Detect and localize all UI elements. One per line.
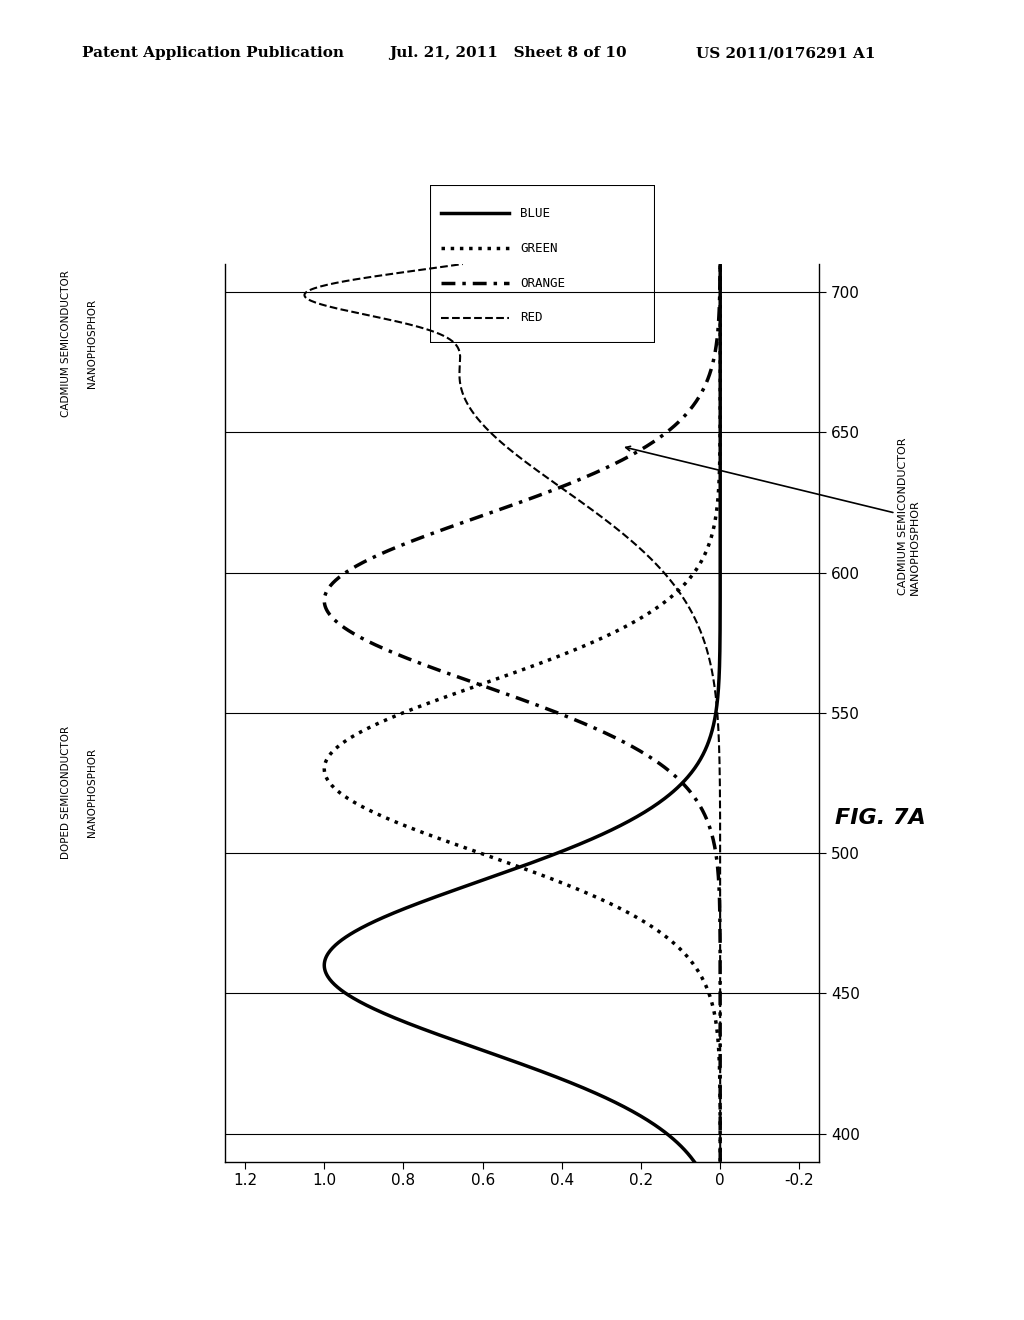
Text: Patent Application Publication: Patent Application Publication bbox=[82, 46, 344, 61]
Text: CADMIUM SEMICONDUCTOR
NANOPHOSPHOR: CADMIUM SEMICONDUCTOR NANOPHOSPHOR bbox=[626, 438, 920, 595]
Text: ORANGE: ORANGE bbox=[520, 276, 565, 289]
Text: NANOPHOSPHOR: NANOPHOSPHOR bbox=[87, 298, 97, 388]
Text: BLUE: BLUE bbox=[520, 207, 550, 220]
Text: Jul. 21, 2011   Sheet 8 of 10: Jul. 21, 2011 Sheet 8 of 10 bbox=[389, 46, 627, 61]
Text: CADMIUM SEMICONDUCTOR: CADMIUM SEMICONDUCTOR bbox=[61, 269, 72, 417]
Text: FIG. 7A: FIG. 7A bbox=[836, 808, 926, 829]
Text: RED: RED bbox=[520, 312, 543, 325]
Text: DOPED SEMICONDUCTOR: DOPED SEMICONDUCTOR bbox=[61, 726, 72, 858]
Text: GREEN: GREEN bbox=[520, 242, 558, 255]
Text: US 2011/0176291 A1: US 2011/0176291 A1 bbox=[696, 46, 876, 61]
Text: NANOPHOSPHOR: NANOPHOSPHOR bbox=[87, 747, 97, 837]
